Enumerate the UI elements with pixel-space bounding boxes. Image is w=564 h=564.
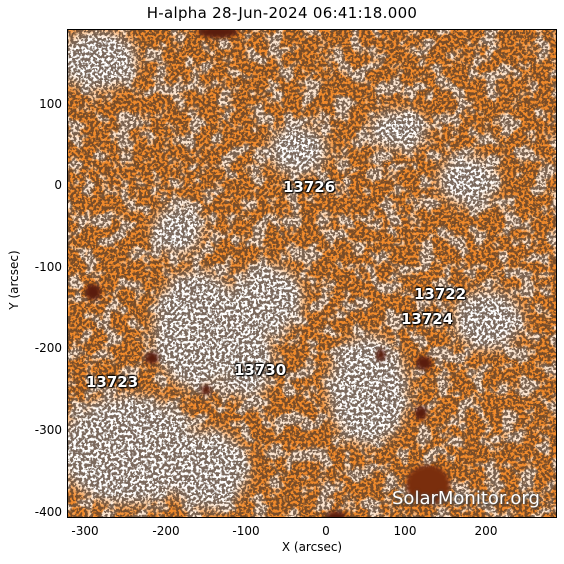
plot-title: H-alpha 28-Jun-2024 06:41:18.000 [146, 4, 418, 22]
x-tick-label: -300 [71, 524, 99, 538]
region-label-13722: 13722 [414, 285, 467, 303]
region-label-13726: 13726 [283, 178, 336, 196]
y-tick-label: -200 [34, 341, 62, 355]
x-tick-label: 0 [322, 524, 330, 538]
y-tick-label: 0 [54, 178, 62, 192]
watermark: SolarMonitor.org [392, 488, 540, 509]
y-tick-label: 100 [39, 97, 62, 111]
solar-image: 13726 13722 13724 13723 13730 [67, 29, 557, 518]
y-tick-label: -400 [34, 505, 62, 519]
halpha-image [68, 30, 556, 517]
x-tick-label: 200 [474, 524, 498, 538]
region-label-13723: 13723 [86, 373, 139, 391]
x-axis-label: X (arcsec) [281, 540, 343, 554]
x-tick-label: -200 [152, 524, 180, 538]
region-label-13724: 13724 [401, 310, 454, 328]
x-tick-label: -100 [232, 524, 260, 538]
y-tick-label: -100 [34, 260, 62, 274]
region-label-13730: 13730 [234, 361, 287, 379]
y-axis-label: Y (arcsec) [7, 250, 21, 310]
x-tick-label: 100 [393, 524, 417, 538]
y-tick-label: -300 [34, 423, 62, 437]
